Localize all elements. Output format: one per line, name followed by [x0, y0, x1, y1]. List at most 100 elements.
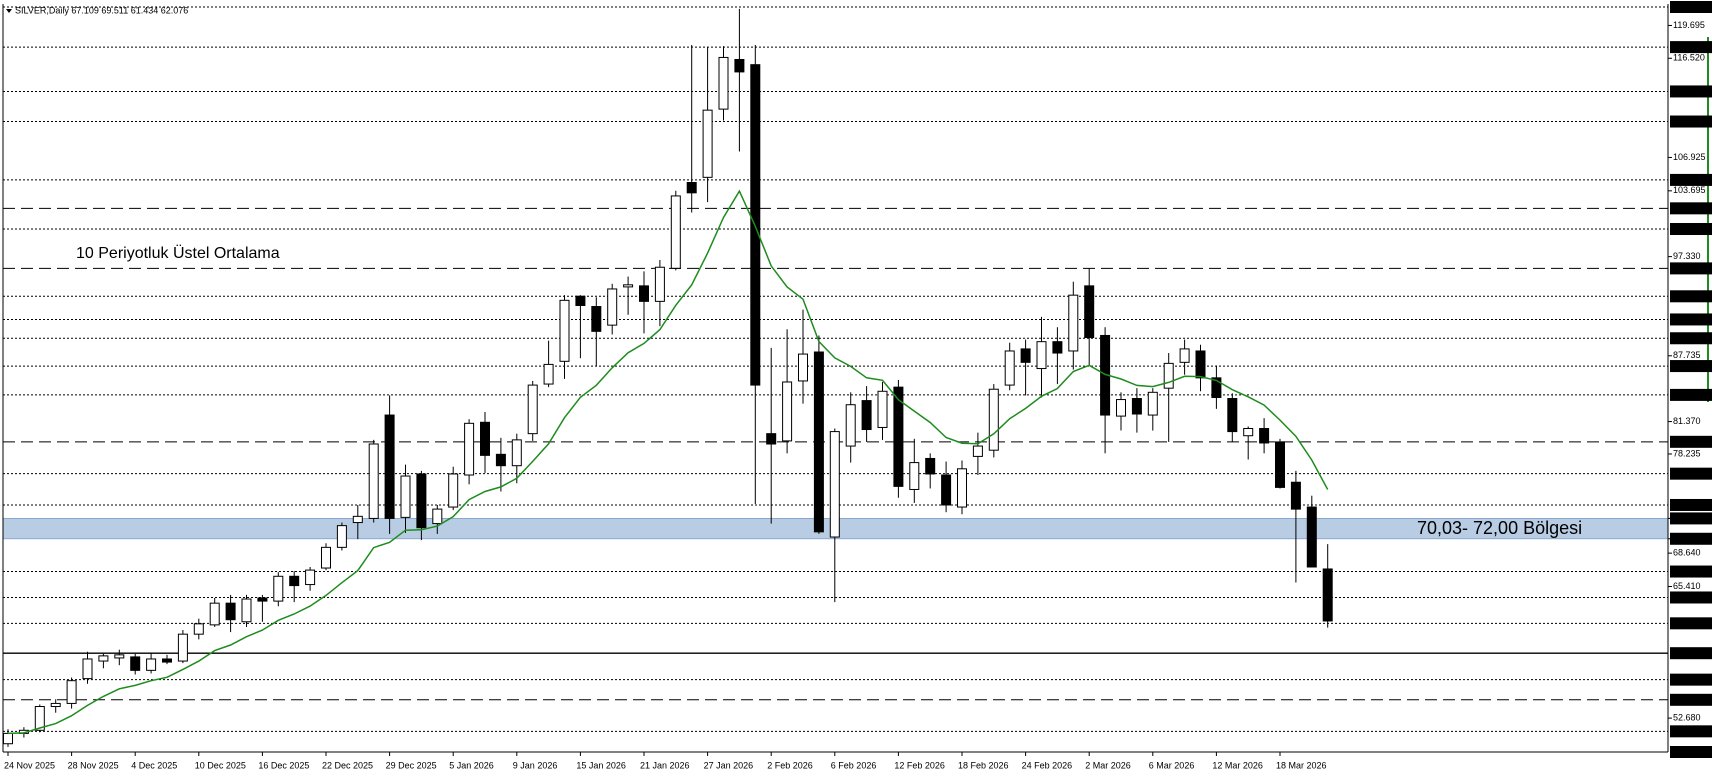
- x-tick-label: 24 Nov 2025: [4, 760, 55, 770]
- level-label: 91.250: [1673, 314, 1701, 324]
- level-label-box: [1670, 693, 1712, 706]
- candle-body: [448, 473, 459, 508]
- candle-body: [464, 422, 475, 476]
- y-tick-label: 103.695: [1673, 185, 1706, 195]
- candle-body: [766, 433, 777, 445]
- header-icon: [6, 9, 12, 13]
- candle-body: [734, 59, 745, 73]
- y-tick-label: 119.695: [1673, 20, 1705, 30]
- level-label-box: [1670, 85, 1712, 98]
- level-label-box: [1670, 647, 1712, 660]
- candle-body: [209, 602, 220, 626]
- level-label: 79.410: [1673, 437, 1701, 447]
- candle-body: [686, 182, 697, 194]
- x-tick-label: 4 Dec 2025: [131, 760, 177, 770]
- x-tick-label: 22 Dec 2025: [322, 760, 373, 770]
- candle-body: [1227, 398, 1238, 433]
- candle-body: [273, 575, 284, 602]
- level-label-box: [1670, 673, 1712, 686]
- candle-body: [893, 386, 904, 487]
- candle-body: [543, 363, 554, 385]
- level-label-box: [1670, 512, 1712, 525]
- candle-body: [575, 295, 586, 306]
- candle-body: [670, 195, 681, 269]
- candle-body: [336, 525, 347, 548]
- candle-body: [114, 654, 125, 659]
- ema-annotation: 10 Periyotluk Üstel Ortalama: [76, 244, 280, 262]
- zone-edge-label: 72.000: [1673, 513, 1701, 523]
- x-tick-label: 2 Feb 2026: [767, 760, 813, 770]
- candle-body: [3, 732, 13, 745]
- candle-body: [1020, 348, 1031, 363]
- level-label-box: [1670, 532, 1712, 545]
- candle-body: [511, 439, 522, 467]
- candle-body: [1131, 398, 1142, 415]
- candle-body: [82, 658, 93, 680]
- candle-body: [1068, 294, 1079, 352]
- zone-label: 70,03- 72,00 Bölgesi: [1417, 518, 1582, 538]
- candle-body: [845, 404, 856, 447]
- candle-body: [66, 680, 77, 704]
- candle-body: [909, 462, 920, 490]
- candle-body: [400, 475, 411, 518]
- level-label-box: [1670, 332, 1712, 345]
- level-label: 121.480: [1673, 2, 1706, 12]
- candle-body: [1259, 427, 1270, 444]
- candle-body: [352, 515, 363, 524]
- candle-body: [416, 473, 427, 529]
- candle-body: [798, 353, 808, 382]
- candle-body: [480, 421, 490, 456]
- candle-body: [225, 602, 236, 621]
- x-tick-label: 21 Jan 2026: [640, 760, 690, 770]
- candle-body: [702, 109, 713, 178]
- level-label-box: [1670, 262, 1712, 275]
- y-tick-label: 68.640: [1673, 548, 1701, 558]
- candle-body: [432, 508, 443, 525]
- x-tick-label: 2 Mar 2026: [1085, 760, 1131, 770]
- y-tick-label: 97.330: [1673, 251, 1701, 261]
- candle-body: [1211, 377, 1222, 398]
- candle-body: [289, 575, 300, 587]
- x-tick-label: 18 Mar 2026: [1276, 760, 1327, 770]
- candle-body: [829, 431, 840, 538]
- candle-body: [639, 285, 649, 302]
- level-label: 76.330: [1673, 469, 1701, 479]
- candle-body: [146, 658, 157, 671]
- level-label-box: [1670, 313, 1712, 326]
- x-tick-label: 6 Mar 2026: [1149, 760, 1195, 770]
- candle-body: [1004, 350, 1015, 386]
- level-label: 86.740: [1673, 361, 1701, 371]
- candle-body: [1116, 399, 1126, 417]
- level-label-box: [1670, 1, 1712, 13]
- candle-body: [941, 474, 952, 506]
- level-label: 117.600: [1673, 42, 1705, 52]
- y-tick-label: 52.680: [1673, 712, 1701, 722]
- level-label: 51.400: [1673, 726, 1701, 736]
- level-label: 64.350: [1673, 592, 1701, 602]
- candle-body: [257, 597, 268, 602]
- level-label: 102.000: [1673, 203, 1706, 213]
- level-label-box: [1670, 498, 1712, 511]
- level-label-box: [1670, 591, 1712, 604]
- candle-body: [177, 633, 188, 662]
- level-label: 113.310: [1673, 86, 1705, 96]
- x-tick-label: 18 Feb 2026: [958, 760, 1009, 770]
- level-label: 104.750: [1673, 175, 1706, 185]
- candle-body: [193, 623, 204, 635]
- level-label: 56.400: [1673, 675, 1701, 685]
- candle-body: [623, 284, 634, 288]
- x-tick-label: 27 Jan 2026: [704, 760, 754, 770]
- candle-body: [988, 388, 999, 451]
- level-label-box: [1670, 565, 1712, 578]
- candle-body: [1290, 481, 1301, 510]
- level-label: 61.850: [1673, 618, 1701, 628]
- candle-body: [925, 457, 936, 475]
- x-tick-label: 12 Feb 2026: [894, 760, 945, 770]
- candle-body: [1084, 285, 1095, 339]
- candle-body: [1322, 568, 1333, 622]
- level-label-box: [1670, 388, 1712, 401]
- candle-body: [162, 658, 172, 663]
- candle-body: [50, 702, 61, 708]
